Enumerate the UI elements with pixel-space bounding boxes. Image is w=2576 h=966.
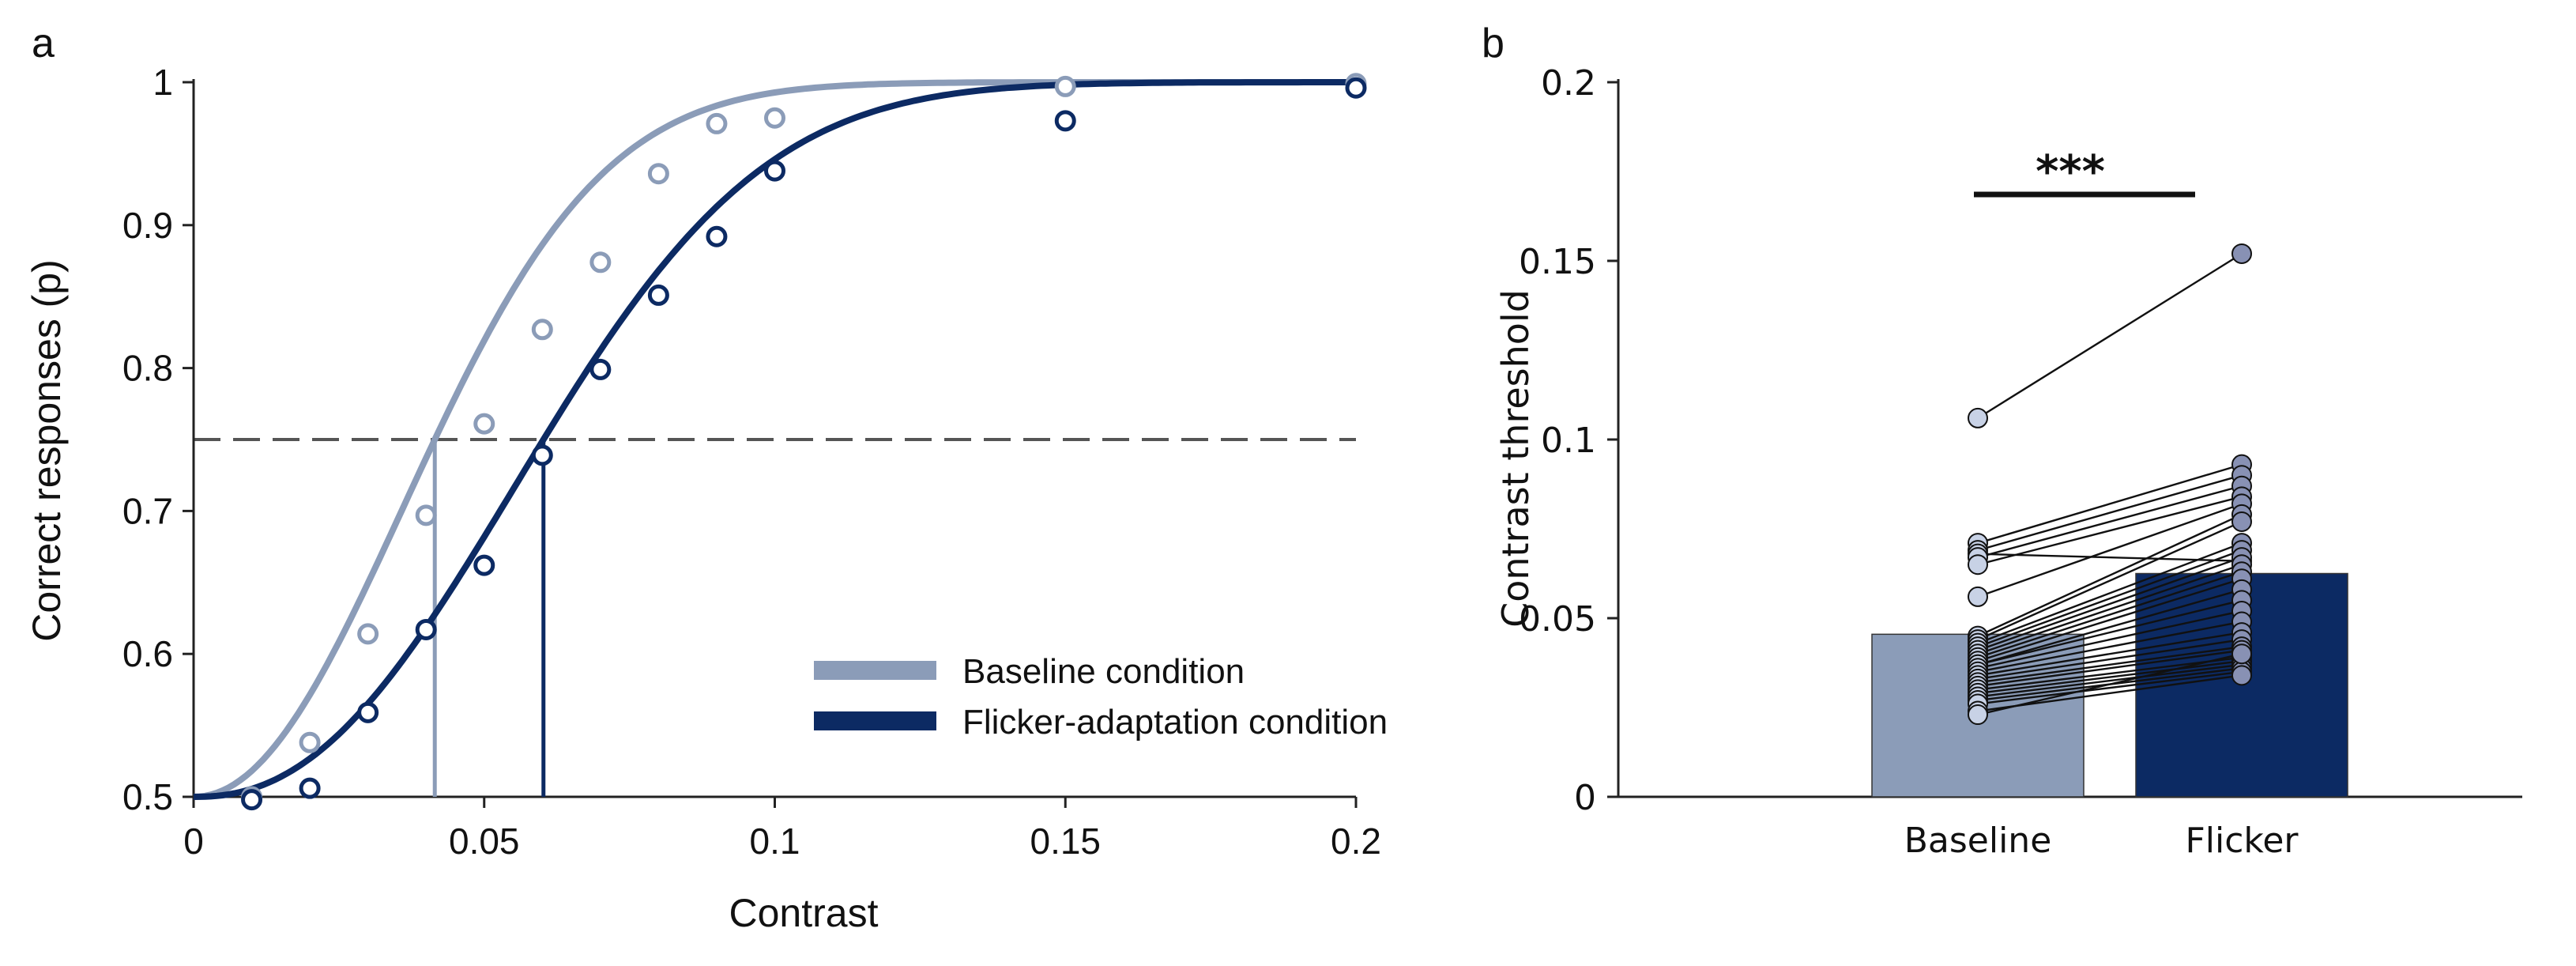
data-point-flicker <box>1345 77 1367 99</box>
data-point-baseline <box>764 107 785 129</box>
data-point-baseline <box>473 413 495 435</box>
participant-dot-baseline <box>1968 554 1988 575</box>
fit-curve-flicker <box>193 79 1356 800</box>
y-tick-label-b: 0.2 <box>1541 63 1596 104</box>
panel-b: b 0 0.05 0.1 0.15 0.2 Baseline Flicker *** Con… <box>1482 21 2522 861</box>
paired-line <box>1977 653 2243 716</box>
panel-b-label: b <box>1482 21 1505 66</box>
paired-line <box>1977 599 2243 666</box>
data-point-baseline <box>589 251 612 274</box>
paired-line <box>1977 663 2243 698</box>
paired-line <box>1977 252 2243 419</box>
y-tick-label-b: 0 <box>1574 778 1596 818</box>
participant-dot-flicker <box>2231 511 2252 532</box>
paired-line <box>1977 463 2243 545</box>
paired-line <box>1977 631 2243 677</box>
y-axis-label: Correct responses (p) <box>24 259 69 642</box>
data-point-flicker <box>706 225 728 247</box>
y-tick-label-b: 0.15 <box>1519 242 1596 282</box>
paired-line <box>1977 485 2243 559</box>
x-axis-label: Contrast <box>729 891 879 935</box>
data-point-baseline <box>299 731 321 753</box>
panel-a-data-points <box>241 73 1367 811</box>
data-point-flicker <box>647 284 669 306</box>
panel-a-label: a <box>32 21 55 66</box>
participant-dot-baseline <box>1968 704 1988 726</box>
y-tick-label-b: 0.1 <box>1541 421 1596 461</box>
x-tick-label-b: Flicker <box>2185 821 2299 861</box>
panel-a: a 0 0.05 0.1 0.15 0.2 0.5 0.6 0.7 0.8 0.9 1 Contra… <box>24 21 1388 935</box>
y-tick-label: 0.6 <box>122 633 173 674</box>
participant-dot-baseline <box>1968 586 1988 607</box>
x-tick-label: 0.1 <box>750 821 800 862</box>
paired-line <box>1977 503 2243 598</box>
x-tick-label-b: Baseline <box>1904 821 2052 861</box>
x-tick-label: 0.05 <box>449 821 520 862</box>
paired-line <box>1977 578 2243 662</box>
paired-line <box>1977 621 2243 673</box>
data-point-baseline <box>647 163 669 185</box>
paired-line <box>1977 564 2243 655</box>
data-point-baseline <box>415 504 437 526</box>
y-tick-label: 0.8 <box>122 348 173 389</box>
significance-label: *** <box>2036 146 2105 198</box>
x-tick-label: 0 <box>183 821 204 862</box>
paired-line <box>1977 656 2243 691</box>
y-axis-label-b: Contrast threshold <box>1494 289 1537 628</box>
paired-line <box>1977 571 2243 658</box>
paired-line <box>1977 609 2243 670</box>
paired-line <box>1977 541 2243 644</box>
paired-line <box>1977 474 2243 552</box>
data-point-flicker <box>299 777 321 799</box>
participant-dot-flicker <box>2231 243 2252 264</box>
y-tick-label-b: 0.05 <box>1519 599 1596 640</box>
panel-a-fit-curves <box>193 79 1356 800</box>
paired-line <box>1977 520 2243 641</box>
data-point-flicker <box>415 618 437 640</box>
y-tick-label: 1 <box>153 62 173 103</box>
paired-line <box>1977 513 2243 637</box>
paired-line <box>1977 670 2243 705</box>
y-tick-label: 0.5 <box>122 776 173 817</box>
y-tick-label: 0.7 <box>122 490 173 531</box>
data-point-flicker <box>589 358 612 380</box>
data-point-baseline <box>357 623 379 645</box>
legend: Baseline condition Flicker-adaptation co… <box>814 652 1388 741</box>
participant-dot-flicker <box>2231 665 2252 686</box>
data-point-flicker <box>357 701 379 723</box>
panel-b-participant-dots <box>1968 243 2252 726</box>
paired-line <box>1977 588 2243 666</box>
data-point-flicker <box>473 554 495 576</box>
participant-dot-baseline <box>1968 407 1988 428</box>
paired-line <box>1977 557 2243 651</box>
legend-label-flicker: Flicker-adaptation condition <box>962 703 1388 741</box>
data-point-baseline <box>531 319 553 341</box>
paired-line <box>1977 645 2243 684</box>
data-point-flicker <box>241 789 263 811</box>
x-tick-label: 0.2 <box>1331 821 1381 862</box>
x-tick-label: 0.15 <box>1030 821 1101 862</box>
paired-line <box>1977 549 2243 648</box>
data-point-flicker <box>764 160 785 182</box>
paired-line <box>1977 638 2243 681</box>
data-point-flicker <box>1054 110 1076 132</box>
legend-label-baseline: Baseline condition <box>962 652 1245 691</box>
data-point-baseline <box>706 112 728 134</box>
data-point-baseline <box>1054 75 1076 97</box>
paired-line <box>1977 496 2243 566</box>
participant-dot-flicker <box>2231 643 2252 665</box>
panel-a-axes: 0 0.05 0.1 0.15 0.2 0.5 0.6 0.7 0.8 0.9 1 <box>122 62 1381 862</box>
y-tick-label: 0.9 <box>122 205 173 246</box>
data-point-flicker <box>531 444 553 466</box>
panel-b-paired-lines <box>1977 252 2243 716</box>
paired-line <box>1977 649 2243 688</box>
paired-line <box>1977 660 2243 695</box>
